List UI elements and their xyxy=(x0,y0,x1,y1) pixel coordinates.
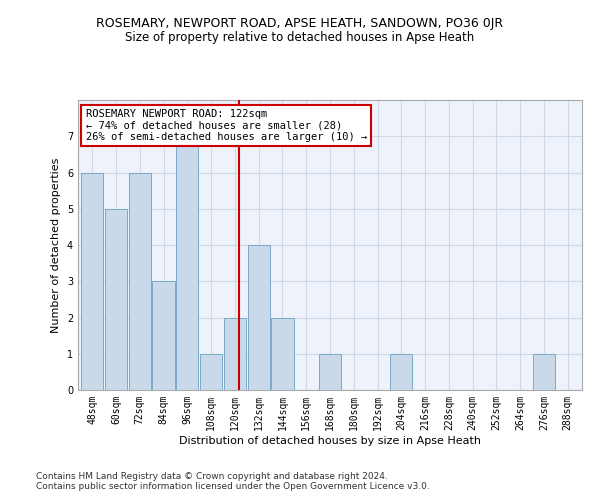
Text: ROSEMARY NEWPORT ROAD: 122sqm
← 74% of detached houses are smaller (28)
26% of s: ROSEMARY NEWPORT ROAD: 122sqm ← 74% of d… xyxy=(86,108,367,142)
Text: Contains public sector information licensed under the Open Government Licence v3: Contains public sector information licen… xyxy=(36,482,430,491)
Bar xyxy=(390,354,412,390)
Bar xyxy=(224,318,246,390)
Bar xyxy=(200,354,222,390)
Text: ROSEMARY, NEWPORT ROAD, APSE HEATH, SANDOWN, PO36 0JR: ROSEMARY, NEWPORT ROAD, APSE HEATH, SAND… xyxy=(97,18,503,30)
Bar xyxy=(129,172,151,390)
Bar xyxy=(105,209,127,390)
Bar xyxy=(533,354,555,390)
Bar xyxy=(319,354,341,390)
X-axis label: Distribution of detached houses by size in Apse Heath: Distribution of detached houses by size … xyxy=(179,436,481,446)
Bar xyxy=(248,245,270,390)
Y-axis label: Number of detached properties: Number of detached properties xyxy=(52,158,61,332)
Bar xyxy=(81,172,103,390)
Text: Contains HM Land Registry data © Crown copyright and database right 2024.: Contains HM Land Registry data © Crown c… xyxy=(36,472,388,481)
Bar xyxy=(176,136,199,390)
Bar xyxy=(152,281,175,390)
Text: Size of property relative to detached houses in Apse Heath: Size of property relative to detached ho… xyxy=(125,31,475,44)
Bar xyxy=(271,318,293,390)
